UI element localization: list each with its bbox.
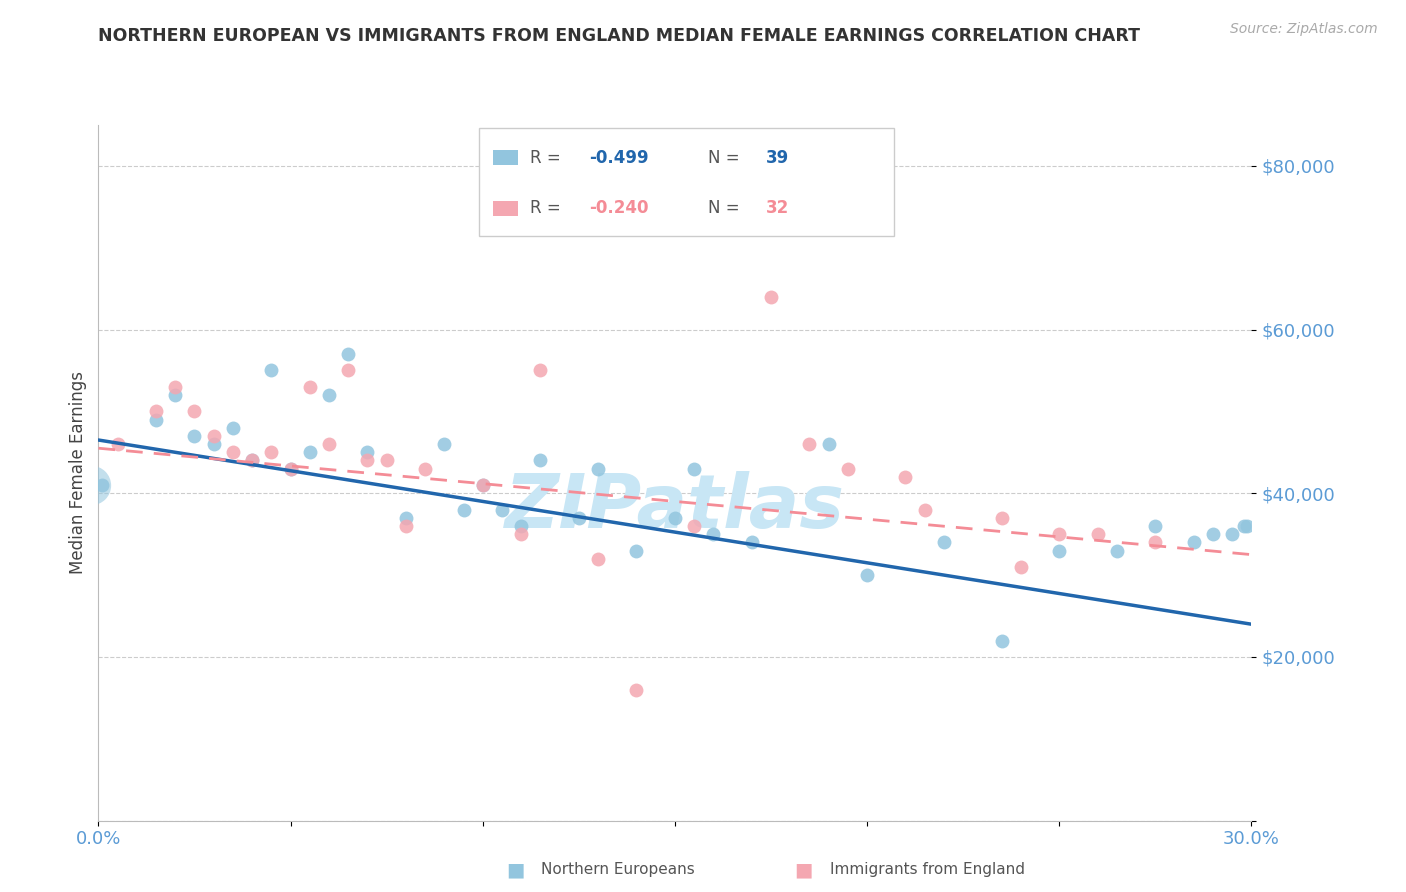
Point bbox=[260, 445, 283, 459]
Point bbox=[240, 453, 263, 467]
Point bbox=[337, 363, 360, 377]
Point bbox=[91, 478, 114, 492]
Point bbox=[683, 519, 706, 533]
Point bbox=[471, 478, 494, 492]
Point bbox=[894, 470, 917, 484]
Text: R =: R = bbox=[530, 200, 565, 218]
Point bbox=[1047, 527, 1070, 541]
Text: NORTHERN EUROPEAN VS IMMIGRANTS FROM ENGLAND MEDIAN FEMALE EARNINGS CORRELATION : NORTHERN EUROPEAN VS IMMIGRANTS FROM ENG… bbox=[98, 27, 1140, 45]
Point bbox=[990, 510, 1012, 524]
Text: N =: N = bbox=[709, 200, 745, 218]
Point bbox=[240, 453, 263, 467]
Point bbox=[626, 543, 648, 558]
Point bbox=[1202, 527, 1225, 541]
Point bbox=[626, 682, 648, 697]
Point bbox=[1144, 519, 1167, 533]
Point bbox=[1233, 519, 1256, 533]
Point bbox=[356, 445, 378, 459]
Point bbox=[202, 437, 225, 451]
Bar bbox=[492, 150, 517, 165]
Point bbox=[799, 437, 821, 451]
Point bbox=[1144, 535, 1167, 549]
Point bbox=[759, 290, 782, 304]
Point bbox=[80, 478, 103, 492]
Point bbox=[337, 347, 360, 361]
Text: N =: N = bbox=[709, 149, 745, 167]
Point bbox=[837, 461, 859, 475]
Point bbox=[145, 404, 167, 418]
Point bbox=[433, 437, 456, 451]
Point bbox=[683, 461, 706, 475]
Point bbox=[298, 445, 321, 459]
Point bbox=[375, 453, 398, 467]
Point bbox=[183, 404, 205, 418]
Point bbox=[453, 502, 475, 516]
Point bbox=[990, 633, 1012, 648]
Text: 39: 39 bbox=[766, 149, 789, 167]
Point bbox=[664, 510, 686, 524]
Text: R =: R = bbox=[530, 149, 565, 167]
Point bbox=[586, 461, 609, 475]
Point bbox=[471, 478, 494, 492]
Point bbox=[280, 461, 302, 475]
Point bbox=[280, 461, 302, 475]
Point bbox=[202, 429, 225, 443]
Point bbox=[491, 502, 513, 516]
FancyBboxPatch shape bbox=[479, 128, 894, 236]
Point bbox=[529, 453, 551, 467]
Point bbox=[183, 429, 205, 443]
Point bbox=[356, 453, 378, 467]
Point bbox=[914, 502, 936, 516]
Point bbox=[395, 519, 418, 533]
Point bbox=[817, 437, 839, 451]
Point bbox=[586, 551, 609, 566]
Text: ■: ■ bbox=[794, 860, 813, 880]
Text: Northern Europeans: Northern Europeans bbox=[541, 863, 695, 877]
Point bbox=[222, 445, 245, 459]
Point bbox=[741, 535, 763, 549]
Point bbox=[702, 527, 724, 541]
Point bbox=[145, 412, 167, 426]
Point bbox=[510, 527, 533, 541]
Point bbox=[395, 510, 418, 524]
Text: ZIPatlas: ZIPatlas bbox=[505, 471, 845, 544]
Point bbox=[1087, 527, 1109, 541]
Point bbox=[165, 388, 187, 402]
Point bbox=[932, 535, 955, 549]
Text: Source: ZipAtlas.com: Source: ZipAtlas.com bbox=[1230, 22, 1378, 37]
Point bbox=[413, 461, 436, 475]
Point bbox=[260, 363, 283, 377]
Point bbox=[1236, 519, 1258, 533]
Point bbox=[1010, 560, 1032, 574]
Point bbox=[298, 380, 321, 394]
Text: 32: 32 bbox=[766, 200, 789, 218]
Text: ■: ■ bbox=[506, 860, 524, 880]
Point bbox=[222, 421, 245, 435]
Text: -0.499: -0.499 bbox=[589, 149, 650, 167]
Text: -0.240: -0.240 bbox=[589, 200, 650, 218]
Point bbox=[568, 510, 591, 524]
Text: Immigrants from England: Immigrants from England bbox=[830, 863, 1025, 877]
Point bbox=[1105, 543, 1128, 558]
Point bbox=[856, 568, 879, 582]
Point bbox=[165, 380, 187, 394]
Point bbox=[1047, 543, 1070, 558]
Point bbox=[529, 363, 551, 377]
Point bbox=[318, 437, 340, 451]
Point bbox=[107, 437, 129, 451]
Point bbox=[1182, 535, 1205, 549]
Point bbox=[1220, 527, 1243, 541]
Point bbox=[318, 388, 340, 402]
Point bbox=[510, 519, 533, 533]
Y-axis label: Median Female Earnings: Median Female Earnings bbox=[69, 371, 87, 574]
Bar bbox=[492, 201, 517, 216]
